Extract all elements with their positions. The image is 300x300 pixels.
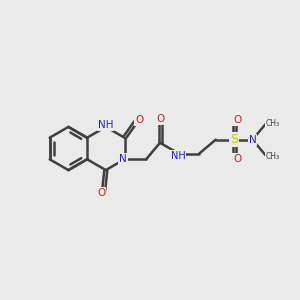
Text: N: N: [119, 154, 127, 164]
Text: O: O: [233, 154, 241, 164]
Text: O: O: [156, 114, 164, 124]
Text: N: N: [249, 135, 256, 145]
Text: NH: NH: [171, 151, 185, 161]
Text: S: S: [230, 133, 238, 146]
Text: O: O: [135, 115, 144, 125]
Text: CH₃: CH₃: [266, 118, 280, 127]
Text: O: O: [97, 188, 105, 198]
Text: NH: NH: [98, 120, 114, 130]
Text: CH₃: CH₃: [266, 152, 280, 161]
Text: O: O: [233, 115, 241, 125]
